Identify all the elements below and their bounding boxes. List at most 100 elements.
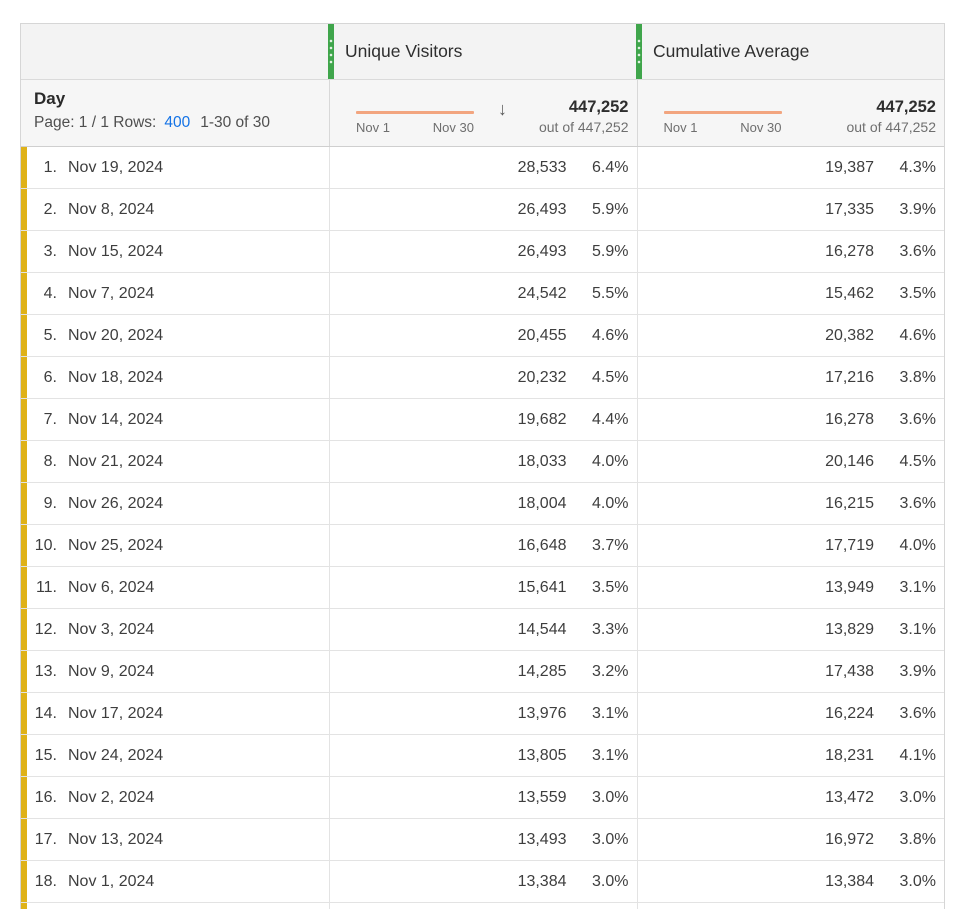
metric-cell-cumulative-average[interactable]: 17,335 3.9% bbox=[636, 189, 945, 230]
metric-cell-cumulative-average[interactable]: 16,278 3.6% bbox=[636, 231, 945, 272]
metric-percent: 3.1% bbox=[592, 704, 629, 722]
row-dimension-cell[interactable]: 17. Nov 13, 2024 bbox=[21, 819, 329, 860]
table-row[interactable]: 14. Nov 17, 2024 13,976 3.1% 16,224 3.6% bbox=[21, 693, 944, 735]
table-row[interactable]: 9. Nov 26, 2024 18,004 4.0% 16,215 3.6% bbox=[21, 483, 944, 525]
row-dimension-cell[interactable]: 3. Nov 15, 2024 bbox=[21, 231, 329, 272]
row-date: Nov 15, 2024 bbox=[68, 242, 164, 260]
metric-cell-unique-visitors[interactable]: 13,493 3.0% bbox=[329, 819, 637, 860]
row-dimension-cell[interactable]: 6. Nov 18, 2024 bbox=[21, 357, 329, 398]
metric-percent: 3.3% bbox=[592, 620, 629, 638]
table-row[interactable]: 5. Nov 20, 2024 20,455 4.6% 20,382 4.6% bbox=[21, 315, 944, 357]
row-dimension-cell[interactable]: 12. Nov 3, 2024 bbox=[21, 609, 329, 650]
row-dimension-cell[interactable]: 18. Nov 1, 2024 bbox=[21, 861, 329, 902]
metric-cell-unique-visitors[interactable]: 20,455 4.6% bbox=[329, 315, 637, 356]
metric-percent: 3.6% bbox=[899, 410, 936, 428]
metric-cell-unique-visitors[interactable]: 19,682 4.4% bbox=[329, 399, 637, 440]
table-row[interactable]: 1. Nov 19, 2024 28,533 6.4% 19,387 4.3% bbox=[21, 147, 944, 189]
row-dimension-cell[interactable]: 2. Nov 8, 2024 bbox=[21, 189, 329, 230]
table-row[interactable]: 8. Nov 21, 2024 18,033 4.0% 20,146 4.5% bbox=[21, 441, 944, 483]
column-header-cumulative-average[interactable]: Cumulative Average bbox=[636, 24, 944, 79]
row-dimension-cell[interactable]: 8. Nov 21, 2024 bbox=[21, 441, 329, 482]
row-dimension-cell[interactable]: 14. Nov 17, 2024 bbox=[21, 693, 329, 734]
table-row[interactable]: 18. Nov 1, 2024 13,384 3.0% 13,384 3.0% bbox=[21, 861, 944, 903]
table-row[interactable]: 11. Nov 6, 2024 15,641 3.5% 13,949 3.1% bbox=[21, 567, 944, 609]
metric-cell-cumulative-average[interactable]: 20,382 4.6% bbox=[636, 315, 945, 356]
sort-descending-icon[interactable]: ↓ bbox=[498, 99, 507, 119]
metric-cell-cumulative-average[interactable]: 16,215 3.6% bbox=[636, 483, 945, 524]
metric-cell-cumulative-average[interactable]: 18,231 4.1% bbox=[636, 735, 945, 776]
row-dimension-cell[interactable]: 1. Nov 19, 2024 bbox=[21, 147, 329, 188]
row-index: 11. bbox=[35, 578, 57, 596]
row-index: 13. bbox=[34, 662, 57, 680]
metric-cell-unique-visitors[interactable]: 28,533 6.4% bbox=[329, 147, 637, 188]
table-row[interactable]: 3. Nov 15, 2024 26,493 5.9% 16,278 3.6% bbox=[21, 231, 944, 273]
metric-value: 18,231 bbox=[825, 746, 874, 764]
row-dimension-cell[interactable] bbox=[21, 903, 329, 909]
metric-percent: 4.5% bbox=[592, 368, 629, 386]
table-row[interactable]: 17. Nov 13, 2024 13,493 3.0% 16,972 3.8% bbox=[21, 819, 944, 861]
row-dimension-cell[interactable]: 11. Nov 6, 2024 bbox=[21, 567, 329, 608]
metric-cell-unique-visitors[interactable]: 13,805 3.1% bbox=[329, 735, 637, 776]
metric-cell-unique-visitors[interactable]: 18,004 4.0% bbox=[329, 483, 637, 524]
row-dimension-cell[interactable]: 4. Nov 7, 2024 bbox=[21, 273, 329, 314]
column-drag-handle[interactable] bbox=[328, 24, 334, 79]
metric-cell-cumulative-average[interactable]: 17,719 4.0% bbox=[636, 525, 945, 566]
metric-cell-unique-visitors[interactable]: 26,493 5.9% bbox=[329, 231, 637, 272]
row-date: Nov 3, 2024 bbox=[68, 620, 155, 638]
row-dimension-cell[interactable]: 5. Nov 20, 2024 bbox=[21, 315, 329, 356]
row-dimension-cell[interactable]: 10. Nov 25, 2024 bbox=[21, 525, 329, 566]
metric-cell-unique-visitors[interactable]: 14,544 3.3% bbox=[329, 609, 637, 650]
table-row-partial[interactable] bbox=[21, 903, 944, 909]
table-row[interactable]: 7. Nov 14, 2024 19,682 4.4% 16,278 3.6% bbox=[21, 399, 944, 441]
metric-cell-unique-visitors[interactable]: 14,285 3.2% bbox=[329, 651, 637, 692]
table-row[interactable]: 10. Nov 25, 2024 16,648 3.7% 17,719 4.0% bbox=[21, 525, 944, 567]
table-row[interactable]: 4. Nov 7, 2024 24,542 5.5% 15,462 3.5% bbox=[21, 273, 944, 315]
row-date: Nov 14, 2024 bbox=[68, 410, 164, 428]
table-row[interactable]: 16. Nov 2, 2024 13,559 3.0% 13,472 3.0% bbox=[21, 777, 944, 819]
column-drag-handle[interactable] bbox=[636, 24, 642, 79]
row-dimension-cell[interactable]: 13. Nov 9, 2024 bbox=[21, 651, 329, 692]
metric-cell-cumulative-average[interactable]: 13,949 3.1% bbox=[636, 567, 945, 608]
row-dimension-cell[interactable]: 16. Nov 2, 2024 bbox=[21, 777, 329, 818]
metric-cell-unique-visitors[interactable]: 13,559 3.0% bbox=[329, 777, 637, 818]
row-index: 10. bbox=[34, 536, 57, 554]
metric-cell-cumulative-average[interactable]: 16,278 3.6% bbox=[636, 399, 945, 440]
table-row[interactable]: 13. Nov 9, 2024 14,285 3.2% 17,438 3.9% bbox=[21, 651, 944, 693]
table-row[interactable]: 6. Nov 18, 2024 20,232 4.5% 17,216 3.8% bbox=[21, 357, 944, 399]
metric-cell-cumulative-average[interactable] bbox=[636, 903, 945, 909]
row-index: 9. bbox=[43, 494, 57, 512]
table-row[interactable]: 12. Nov 3, 2024 14,544 3.3% 13,829 3.1% bbox=[21, 609, 944, 651]
metric-cell-cumulative-average[interactable]: 16,972 3.8% bbox=[636, 819, 945, 860]
metric-value: 13,472 bbox=[825, 788, 874, 806]
rows-per-page-link[interactable]: 400 bbox=[164, 114, 191, 131]
row-dimension-cell[interactable]: 9. Nov 26, 2024 bbox=[21, 483, 329, 524]
metric-cell-unique-visitors[interactable]: 20,232 4.5% bbox=[329, 357, 637, 398]
metric-cell-cumulative-average[interactable]: 13,384 3.0% bbox=[636, 861, 945, 902]
metric-cell-unique-visitors[interactable] bbox=[329, 903, 637, 909]
metric-cell-cumulative-average[interactable]: 17,216 3.8% bbox=[636, 357, 945, 398]
metric-cell-unique-visitors[interactable]: 13,976 3.1% bbox=[329, 693, 637, 734]
metric-cell-cumulative-average[interactable]: 13,829 3.1% bbox=[636, 609, 945, 650]
row-dimension-cell[interactable]: 15. Nov 24, 2024 bbox=[21, 735, 329, 776]
metric-cell-cumulative-average[interactable]: 15,462 3.5% bbox=[636, 273, 945, 314]
metric-cell-cumulative-average[interactable]: 19,387 4.3% bbox=[636, 147, 945, 188]
sparkline: Nov 1 Nov 30 bbox=[663, 111, 782, 135]
metric-value: 19,682 bbox=[517, 410, 567, 428]
column-header-unique-visitors[interactable]: Unique Visitors bbox=[328, 24, 636, 79]
metric-cell-cumulative-average[interactable]: 16,224 3.6% bbox=[636, 693, 945, 734]
table-row[interactable]: 2. Nov 8, 2024 26,493 5.9% 17,335 3.9% bbox=[21, 189, 944, 231]
metric-cell-cumulative-average[interactable]: 13,472 3.0% bbox=[636, 777, 945, 818]
metric-cell-unique-visitors[interactable]: 16,648 3.7% bbox=[329, 525, 637, 566]
metric-cell-cumulative-average[interactable]: 17,438 3.9% bbox=[636, 651, 945, 692]
metric-cell-unique-visitors[interactable]: 15,641 3.5% bbox=[329, 567, 637, 608]
table-row[interactable]: 15. Nov 24, 2024 13,805 3.1% 18,231 4.1% bbox=[21, 735, 944, 777]
metric-percent: 3.5% bbox=[899, 284, 936, 302]
row-date: Nov 7, 2024 bbox=[68, 284, 155, 302]
row-dimension-cell[interactable]: 7. Nov 14, 2024 bbox=[21, 399, 329, 440]
metric-cell-unique-visitors[interactable]: 24,542 5.5% bbox=[329, 273, 637, 314]
metric-cell-cumulative-average[interactable]: 20,146 4.5% bbox=[636, 441, 945, 482]
metric-value: 20,382 bbox=[825, 326, 874, 344]
metric-cell-unique-visitors[interactable]: 13,384 3.0% bbox=[329, 861, 637, 902]
metric-cell-unique-visitors[interactable]: 26,493 5.9% bbox=[329, 189, 637, 230]
metric-cell-unique-visitors[interactable]: 18,033 4.0% bbox=[329, 441, 637, 482]
